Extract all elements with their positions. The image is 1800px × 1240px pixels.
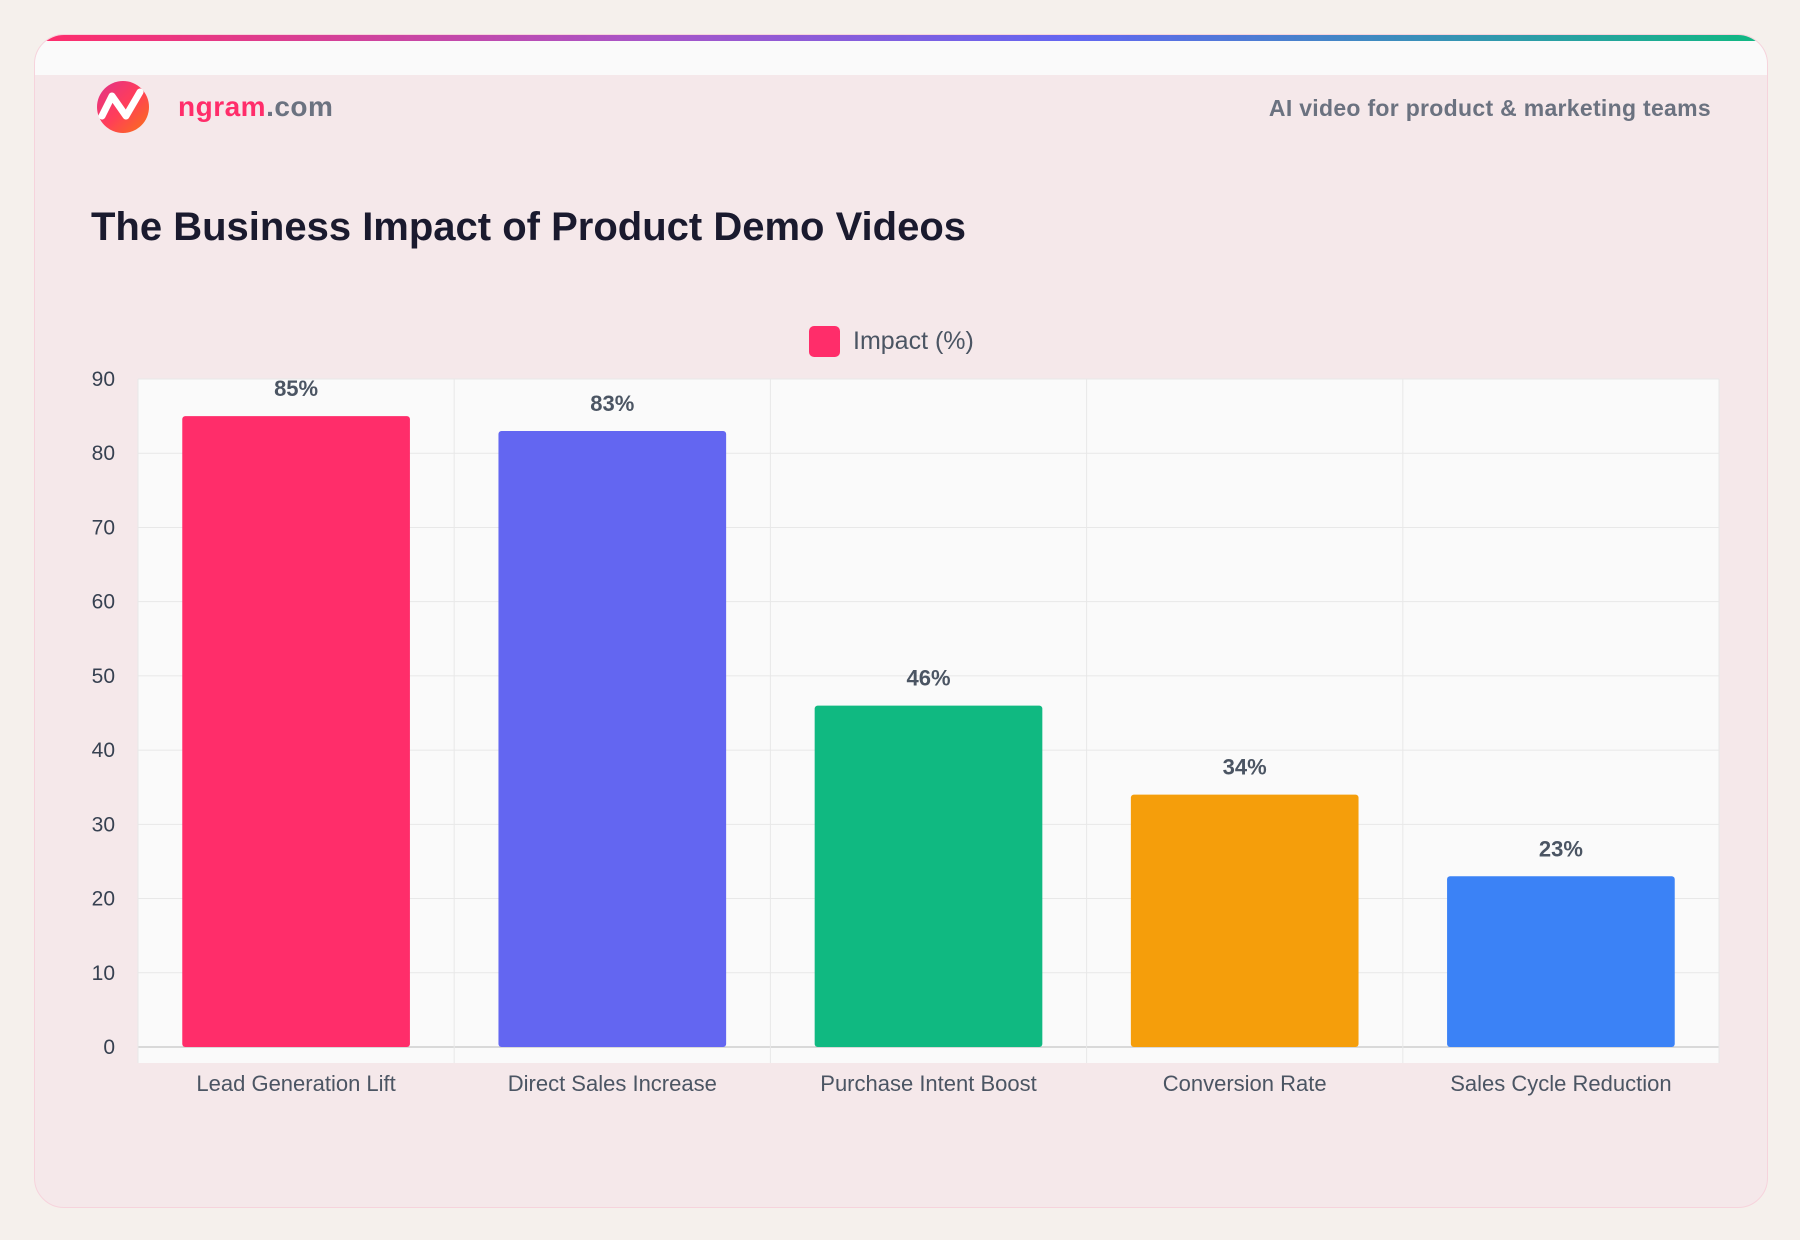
bar	[1130, 794, 1359, 1047]
x-tick-label: Lead Generation Lift	[196, 1071, 395, 1096]
x-tick-label: Sales Cycle Reduction	[1450, 1071, 1671, 1096]
bar	[182, 416, 410, 1048]
x-tick-label: Direct Sales Increase	[508, 1071, 717, 1096]
brand-name: ngram.com	[178, 91, 333, 123]
data-label: 83%	[590, 391, 634, 416]
x-tick-label: Purchase Intent Boost	[820, 1071, 1036, 1096]
y-tick-label: 10	[92, 962, 115, 985]
header-strip	[35, 41, 1767, 75]
tagline: AI video for product & marketing teams	[1268, 95, 1711, 121]
data-label: 85%	[274, 376, 318, 401]
x-tick-label: Conversion Rate	[1163, 1071, 1327, 1096]
brand-suffix: .com	[266, 91, 334, 122]
data-label: 34%	[1223, 755, 1267, 780]
y-tick-label: 60	[92, 591, 115, 614]
y-tick-label: 0	[103, 1036, 115, 1059]
y-tick-label: 50	[92, 665, 115, 688]
y-tick-label: 30	[92, 813, 115, 836]
bar	[1447, 876, 1675, 1047]
y-tick-label: 70	[92, 516, 115, 539]
legend-swatch	[809, 326, 840, 357]
gradient-accent-bar	[35, 35, 1767, 41]
data-label: 23%	[1539, 836, 1583, 861]
brand-text: ngram	[178, 91, 267, 122]
y-tick-label: 20	[92, 888, 115, 911]
y-tick-label: 80	[92, 442, 115, 465]
y-tick-label: 90	[92, 368, 115, 391]
chart-title: The Business Impact of Product Demo Vide…	[91, 205, 966, 249]
ngram-logo-icon	[97, 81, 149, 133]
data-label: 46%	[906, 666, 950, 691]
bar	[814, 705, 1043, 1047]
y-tick-label: 40	[92, 739, 115, 762]
legend-label: Impact (%)	[853, 327, 974, 355]
bar	[498, 430, 727, 1047]
